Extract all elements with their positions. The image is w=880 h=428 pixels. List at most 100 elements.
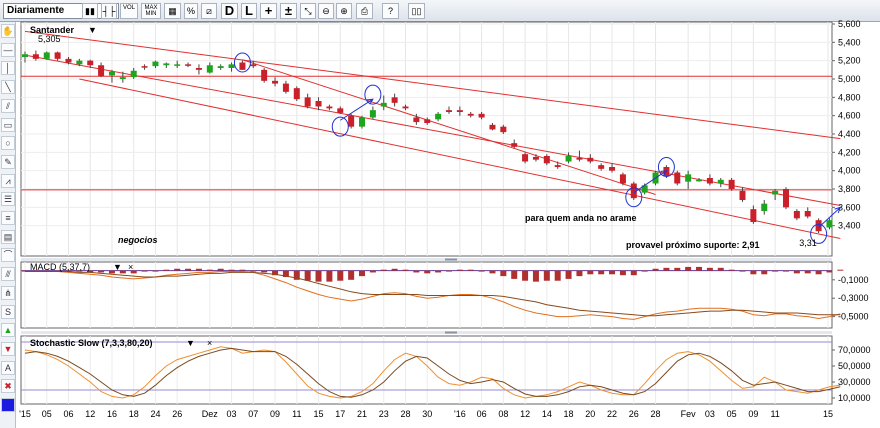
macd-axis-label: -0,1000: [838, 275, 869, 285]
candle-down: [65, 58, 72, 63]
candles-icon[interactable]: ┤├: [101, 3, 117, 19]
macd-splitter[interactable]: [21, 258, 832, 261]
period-select-value: Diariamente: [7, 5, 65, 16]
candle-down: [728, 179, 735, 189]
candle-up: [435, 113, 442, 120]
candle-down: [195, 68, 202, 70]
grid-icon[interactable]: ▦: [164, 3, 181, 19]
macd-histogram-bar: [98, 270, 105, 273]
macd-axis-label: -0,5000: [838, 312, 869, 322]
macd-histogram-bar: [402, 269, 409, 271]
arc-icon[interactable]: ⌒: [1, 248, 15, 263]
annotation-circle: [657, 157, 675, 177]
horizontal-line-icon[interactable]: —: [1, 42, 15, 57]
vol-button[interactable]: VOL: [120, 3, 138, 19]
stochastic-axis-label: 10,0000: [838, 393, 871, 403]
log-icon[interactable]: ⧄: [201, 3, 217, 19]
color-picker-icon[interactable]: [1, 398, 15, 412]
trend-line: [242, 59, 656, 195]
x-tick-label: Dez: [202, 409, 219, 419]
stochastic-d-line: [24, 347, 841, 398]
fibonacci-fan-icon[interactable]: ⩘: [1, 173, 15, 188]
candle-up: [217, 66, 224, 68]
andrews-pitchfork-icon[interactable]: ⋔: [1, 285, 15, 300]
macd-close-icon[interactable]: ×: [128, 262, 133, 272]
x-tick-label: 20: [585, 409, 595, 419]
x-tick-label: 09: [270, 409, 280, 419]
macd-histogram-bar: [565, 270, 572, 279]
trend-line-icon[interactable]: ╲: [1, 80, 15, 95]
macd-histogram-bar: [228, 269, 235, 271]
rectangle-icon[interactable]: ▭: [1, 117, 15, 132]
candle-up: [43, 52, 50, 59]
macd-menu-chevron-down-icon[interactable]: ▼: [113, 262, 122, 272]
candle-down: [587, 157, 594, 162]
price-axis-label: 4,200: [838, 147, 861, 157]
hand-icon[interactable]: ✋: [1, 24, 15, 38]
channel-icon[interactable]: ⫻: [1, 267, 15, 282]
annotation-circle: [625, 187, 643, 208]
pen-icon[interactable]: ✎: [1, 154, 15, 169]
candle-down: [478, 113, 485, 118]
text-tool-icon[interactable]: A: [1, 360, 15, 375]
parallel-lines-icon[interactable]: ⫽: [1, 98, 15, 113]
measure-icon[interactable]: ⤡: [300, 3, 316, 19]
crosshair-plus-icon[interactable]: ±: [280, 3, 297, 19]
macd-splitter-grip-icon[interactable]: [445, 258, 457, 261]
stochastic-close-icon[interactable]: ×: [207, 338, 212, 348]
speed-lines-icon[interactable]: S: [1, 304, 15, 319]
annotation-circle: [233, 52, 251, 73]
zoom-out-icon[interactable]: ⊖: [318, 3, 334, 19]
sell-arrow-icon[interactable]: ▼: [1, 341, 15, 356]
print-icon[interactable]: ⎙: [356, 3, 373, 19]
candle-up: [174, 64, 181, 66]
x-tick-label: 28: [400, 409, 410, 419]
x-tick-label: 22: [607, 409, 617, 419]
delete-icon[interactable]: ✖: [1, 379, 15, 394]
zoom-in-icon[interactable]: ⊕: [336, 3, 352, 19]
price-axis-label: 4,400: [838, 129, 861, 139]
stochastic-splitter-grip-icon[interactable]: [445, 331, 457, 334]
macd-histogram-bar: [630, 270, 637, 276]
x-tick-label: 18: [564, 409, 574, 419]
candle-up: [696, 179, 703, 182]
macd-histogram-bar: [522, 270, 529, 281]
daily-button[interactable]: D: [221, 3, 238, 19]
fibonacci-levels-icon[interactable]: ≡: [1, 211, 15, 225]
help-icon[interactable]: ?: [382, 3, 399, 19]
vertical-line-icon[interactable]: │: [1, 61, 15, 76]
circle-icon[interactable]: ○: [1, 136, 15, 151]
candle-down: [609, 167, 616, 171]
maxmin-button[interactable]: MAX MIN: [141, 3, 161, 19]
macd-histogram-bar: [804, 270, 811, 274]
crosshair-icon[interactable]: +: [260, 3, 277, 19]
price-axis-label: 3,800: [838, 184, 861, 194]
bars-icon[interactable]: ▮▮: [82, 3, 98, 19]
book-icon[interactable]: ▯▯: [408, 3, 425, 19]
macd-histogram-bar: [500, 270, 507, 277]
arrowhead-icon: [834, 206, 842, 214]
fibonacci-grid-icon[interactable]: ▤: [1, 229, 15, 244]
candle-up: [228, 64, 235, 68]
stochastic-menu-chevron-down-icon[interactable]: ▼: [186, 338, 195, 348]
buy-arrow-icon[interactable]: ▲: [1, 323, 15, 338]
x-tick-label: 06: [63, 409, 73, 419]
x-tick-label: 21: [357, 409, 367, 419]
annotation-circle: [331, 116, 349, 137]
symbol-menu-chevron-down-icon[interactable]: ▼: [88, 25, 97, 35]
price-axis-label: 5,400: [838, 37, 861, 47]
candle-down: [522, 154, 529, 162]
candle-down: [706, 178, 713, 184]
fibonacci-retracement-icon[interactable]: ☰: [1, 192, 15, 207]
macd-histogram-bar: [217, 268, 224, 271]
candle-up: [717, 179, 724, 184]
price-axis-label: 4,600: [838, 111, 861, 121]
line-button[interactable]: L: [241, 3, 257, 19]
percent-button[interactable]: %: [184, 3, 198, 19]
stochastic-splitter[interactable]: [21, 331, 832, 334]
macd-histogram-bar: [837, 269, 844, 271]
candle-down: [54, 52, 61, 59]
x-tick-label: 23: [379, 409, 389, 419]
